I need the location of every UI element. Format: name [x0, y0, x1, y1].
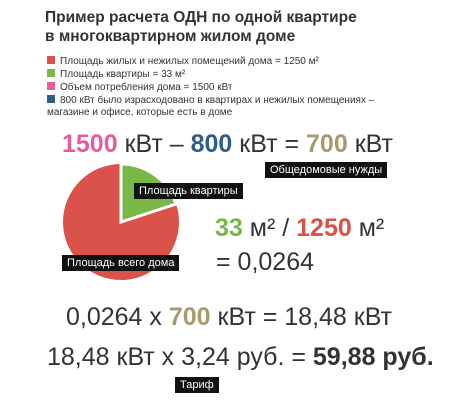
operator: / — [282, 214, 290, 242]
pie-label: Площадь всего дома — [62, 255, 180, 271]
unit: м² — [249, 214, 276, 242]
legend-item: Площадь жилых и нежилых помещений дома =… — [47, 56, 319, 68]
unit: кВт – — [124, 130, 184, 158]
unit: кВт — [354, 130, 393, 158]
legend-text: Площадь жилых и нежилых помещений дома =… — [60, 56, 319, 67]
value: 1250 — [296, 214, 352, 242]
swatch — [47, 95, 55, 103]
text: 0,0264 x — [66, 303, 162, 331]
text: 18,48 кВт x 3,24 руб. = — [47, 343, 306, 371]
legend-item: 800 кВт было израсходовано в квартирах и… — [47, 95, 417, 119]
value: 33 — [215, 214, 243, 242]
title: Пример расчета ОДН по одной квартире в мн… — [45, 8, 357, 46]
legend-item: Объем потребления дома = 1500 кВт — [47, 82, 233, 94]
value: 700 — [306, 130, 348, 158]
result: 59,88 руб. — [312, 343, 434, 371]
title-line: в многоквартирном жилом доме — [45, 28, 296, 45]
unit: кВт = — [239, 130, 300, 158]
equation-4: 18,48 кВт x 3,24 руб. = 59,88 руб. — [47, 343, 434, 372]
note-tag: Тариф — [175, 377, 219, 393]
equation-1: 1500 кВт – 800 кВт = 700 кВт — [62, 130, 393, 159]
text: кВт = 18,48 кВт — [217, 303, 393, 331]
value: 800 — [190, 130, 233, 158]
legend-text: Объем потребления дома = 1500 кВт — [60, 82, 233, 93]
note-tag: Общедомовые нужды — [265, 162, 388, 178]
swatch — [47, 69, 55, 77]
pie-label: Площадь квартиры — [134, 183, 243, 199]
equation-3: 0,0264 x 700 кВт = 18,48 кВт — [66, 303, 392, 332]
value: 1500 — [62, 130, 118, 158]
legend-item: Площадь квартиры = 33 м² — [47, 69, 185, 81]
legend-text: 800 кВт было израсходовано в квартирах и… — [47, 95, 375, 118]
swatch — [47, 56, 55, 64]
value: 700 — [168, 303, 211, 331]
equation-2-result: = 0,0264 — [216, 248, 315, 276]
unit: м² — [358, 214, 385, 242]
legend-text: Площадь квартиры = 33 м² — [60, 69, 186, 80]
title-line: Пример расчета ОДН по одной квартире — [45, 9, 357, 26]
equation-2: 33 м² / 1250 м² — [215, 214, 384, 243]
swatch — [47, 82, 55, 90]
